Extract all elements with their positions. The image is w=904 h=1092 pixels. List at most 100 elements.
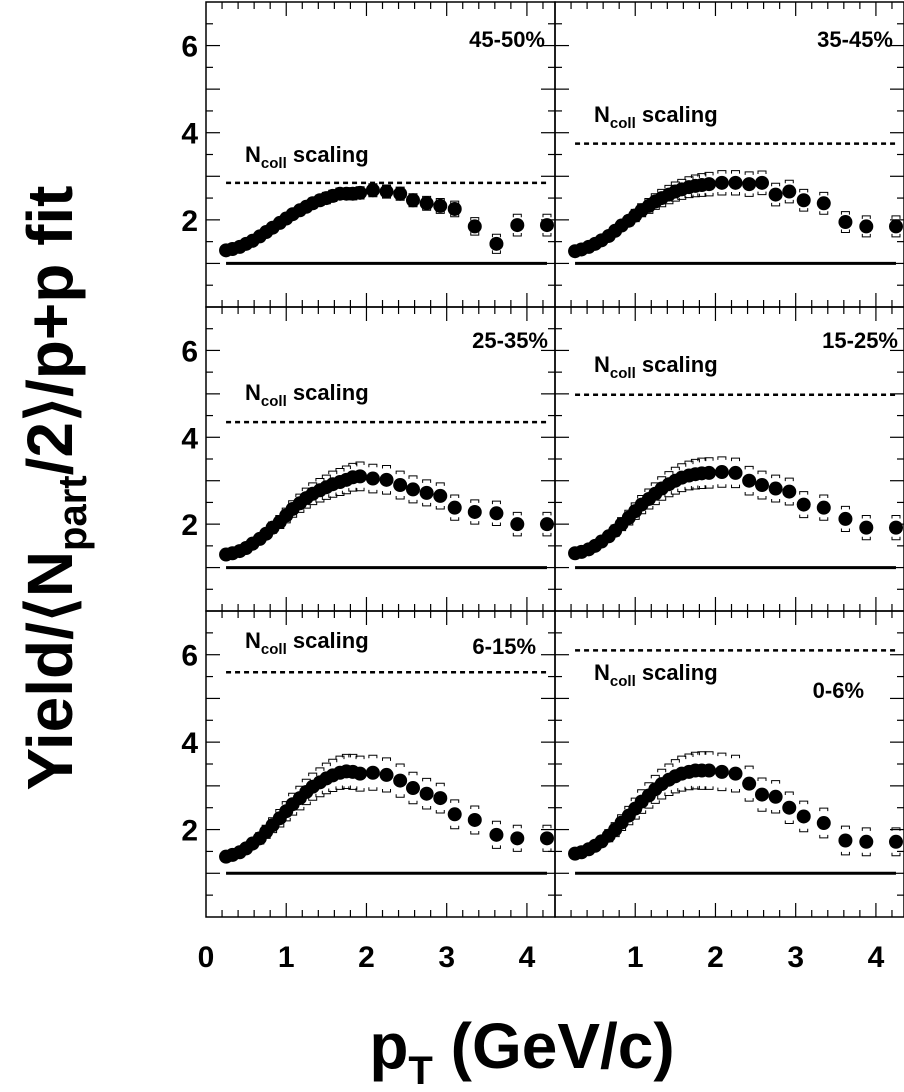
- x-tick-label-right: 3: [787, 941, 804, 974]
- y-tick-label: 6: [181, 335, 198, 368]
- error-bracket-lower: [861, 233, 871, 238]
- data-point: [405, 193, 420, 208]
- error-bracket-lower: [644, 505, 654, 510]
- x-title-sub: T: [408, 1049, 432, 1092]
- ncoll-label-main: N: [245, 380, 261, 405]
- error-bracket-lower: [368, 489, 378, 494]
- error-bracket-lower: [637, 510, 647, 515]
- error-bracket-lower: [491, 522, 501, 526]
- ncoll-label-main: N: [594, 352, 610, 377]
- error-bracket-upper: [670, 466, 680, 471]
- error-bracket-upper: [422, 479, 432, 483]
- y-tick-label: 2: [181, 815, 198, 848]
- error-bracket-upper: [408, 475, 418, 479]
- error-bracket-upper: [328, 470, 338, 475]
- error-bracket-upper: [784, 179, 794, 184]
- centrality-label: 35-45%: [817, 27, 893, 52]
- error-bracket-lower: [771, 498, 781, 503]
- data-point: [782, 184, 797, 199]
- error-bracket-lower: [697, 485, 707, 490]
- data-point: [714, 465, 729, 480]
- error-bracket-upper: [799, 188, 809, 193]
- data-point: [702, 465, 717, 480]
- error-bracket-upper: [542, 213, 552, 218]
- data-point: [838, 215, 853, 230]
- error-bracket-lower: [328, 788, 338, 793]
- data-point: [419, 786, 434, 801]
- data-point: [796, 809, 811, 824]
- error-bracket-upper: [690, 174, 700, 178]
- data-point: [742, 776, 757, 791]
- error-bracket-upper: [542, 824, 552, 829]
- error-bracket-upper: [512, 213, 522, 218]
- ncoll-scaling-label: Ncoll scaling: [594, 660, 718, 690]
- data-point: [379, 472, 394, 487]
- error-bracket-lower: [799, 514, 809, 519]
- data-point: [405, 781, 420, 796]
- error-bracket-upper: [382, 465, 392, 469]
- error-bracket-upper: [348, 462, 358, 467]
- x-tick-label-left: 0: [198, 941, 215, 974]
- error-bracket-upper: [670, 759, 680, 763]
- error-bracket-lower: [861, 852, 871, 857]
- error-bracket-lower: [470, 232, 480, 236]
- data-point: [467, 504, 482, 519]
- error-bracket-upper: [512, 511, 522, 516]
- y-tick-label: 2: [181, 509, 198, 542]
- error-bracket-lower: [295, 806, 305, 811]
- error-bracket-upper: [819, 191, 829, 196]
- error-bracket-upper: [450, 799, 460, 803]
- error-bracket-lower: [717, 787, 727, 792]
- error-bracket-upper: [491, 233, 501, 238]
- data-point: [365, 471, 380, 486]
- data-point: [742, 177, 757, 192]
- error-bracket-lower: [395, 495, 405, 500]
- data-point: [754, 175, 769, 190]
- error-bracket-lower: [784, 199, 794, 204]
- error-bracket-lower: [690, 485, 700, 490]
- error-bracket-lower: [491, 250, 501, 254]
- data-point: [393, 478, 408, 493]
- error-bracket-upper: [450, 200, 460, 205]
- ncoll-label-main: N: [245, 628, 261, 653]
- error-bracket-lower: [335, 786, 345, 790]
- error-bracket-upper: [697, 457, 707, 462]
- error-bracket-upper: [861, 215, 871, 219]
- y-tick-label: 4: [181, 118, 198, 151]
- error-bracket-lower: [542, 232, 552, 237]
- y-tick-label: 6: [181, 31, 198, 64]
- panel-6-15pct: 2 4 6 Ncoll scaling 6-15%: [181, 610, 556, 918]
- error-bracket-lower: [704, 192, 714, 197]
- error-bracket-upper: [757, 470, 767, 475]
- data-point: [353, 185, 368, 200]
- error-bracket-lower: [542, 532, 552, 537]
- error-bracket-lower: [450, 517, 460, 521]
- data-point: [419, 485, 434, 500]
- data-point: [816, 196, 831, 211]
- ncoll-label-rest: scaling: [287, 380, 369, 405]
- ncoll-label-sub: coll: [610, 115, 636, 132]
- error-bracket-lower: [288, 812, 298, 816]
- x-tick-label-left: 4: [519, 941, 536, 974]
- data-point: [379, 767, 394, 782]
- ncoll-label-rest: scaling: [636, 352, 718, 377]
- error-bracket-upper: [355, 755, 365, 760]
- error-bracket-lower: [470, 830, 480, 835]
- error-bracket-upper: [677, 463, 687, 467]
- error-bracket-lower: [542, 848, 552, 852]
- error-bracket-upper: [677, 178, 687, 183]
- error-bracket-upper: [731, 457, 741, 462]
- error-bracket-lower: [840, 528, 850, 533]
- ncoll-label-sub: coll: [261, 393, 287, 410]
- error-bracket-lower: [512, 532, 522, 537]
- error-bracket-lower: [840, 851, 850, 856]
- data-point: [433, 488, 448, 503]
- error-bracket-lower: [341, 490, 351, 495]
- error-bracket-lower: [624, 522, 634, 526]
- ncoll-label-rest: scaling: [287, 142, 369, 167]
- error-bracket-lower: [308, 797, 318, 801]
- error-bracket-upper: [744, 465, 754, 470]
- data-point: [728, 175, 743, 190]
- error-bracket-upper: [664, 471, 674, 475]
